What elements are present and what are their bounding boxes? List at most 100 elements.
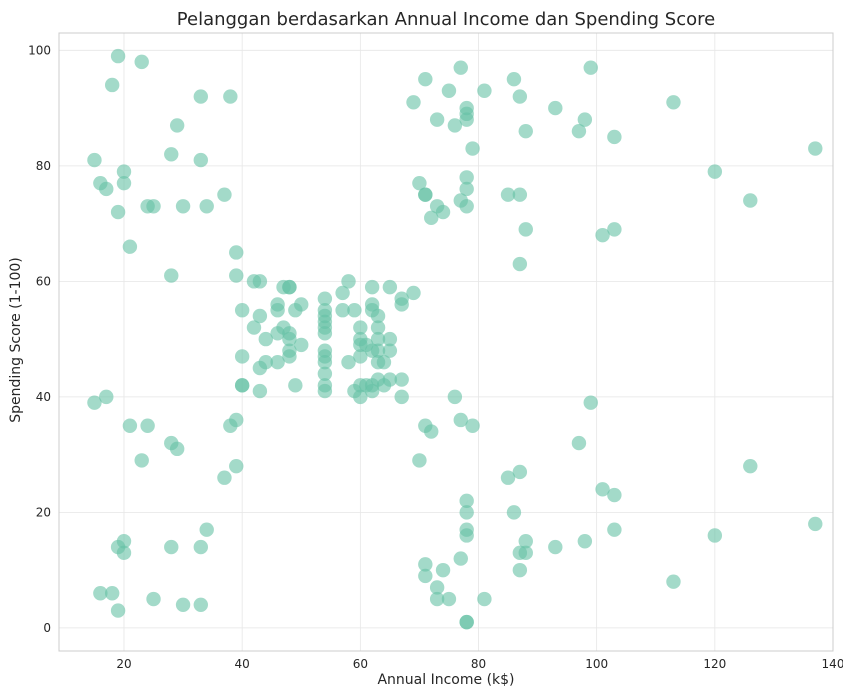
data-point — [146, 199, 161, 214]
data-point — [453, 60, 468, 75]
y-tick-label: 40 — [36, 390, 51, 404]
x-axis-label: Annual Income (k$) — [377, 672, 514, 688]
data-point — [234, 378, 250, 393]
data-point — [146, 591, 161, 607]
data-point — [282, 279, 297, 295]
data-point — [548, 539, 563, 555]
grid-lines — [59, 33, 834, 651]
data-point — [512, 187, 528, 202]
data-point — [583, 395, 598, 410]
x-tick-label: 120 — [703, 657, 726, 671]
data-point — [370, 320, 386, 335]
chart-title: Pelanggan berdasarkan Annual Income dan … — [177, 9, 715, 30]
data-point — [116, 545, 132, 561]
data-point — [317, 303, 333, 318]
data-point — [577, 112, 593, 127]
data-point — [317, 326, 333, 341]
data-point — [87, 152, 102, 168]
data-point — [583, 60, 598, 75]
data-point — [234, 349, 250, 364]
data-point — [116, 534, 132, 549]
data-point — [518, 222, 533, 237]
data-point — [104, 586, 120, 601]
data-point — [110, 204, 126, 220]
data-point — [353, 389, 368, 405]
data-point — [548, 100, 563, 116]
data-point — [193, 89, 209, 104]
y-tick-label: 60 — [36, 274, 51, 288]
data-point — [317, 383, 333, 399]
data-point — [459, 528, 474, 543]
data-point — [394, 372, 409, 387]
data-point — [99, 389, 114, 405]
data-point — [459, 505, 474, 520]
data-point — [353, 320, 368, 335]
data-point — [246, 320, 262, 335]
data-point — [607, 222, 622, 237]
data-point — [666, 95, 681, 110]
data-point — [500, 187, 516, 202]
data-point — [607, 129, 622, 145]
data-point — [459, 199, 474, 214]
data-point — [116, 164, 132, 179]
data-point — [571, 435, 587, 451]
data-point — [500, 470, 516, 485]
data-point — [169, 441, 185, 457]
data-point — [282, 331, 297, 347]
y-tick-label: 0 — [43, 621, 51, 635]
data-point — [382, 343, 398, 358]
data-point — [353, 349, 368, 364]
data-point — [270, 303, 285, 318]
data-point — [435, 204, 451, 220]
data-point — [335, 285, 350, 301]
data-point — [376, 355, 392, 370]
data-point — [317, 291, 333, 306]
data-point — [512, 256, 528, 272]
data-point — [193, 539, 209, 555]
data-point — [169, 118, 185, 133]
data-point — [412, 453, 427, 468]
data-point — [252, 308, 268, 324]
data-point — [429, 591, 445, 607]
data-point — [518, 534, 533, 549]
data-point — [140, 418, 155, 433]
x-tick-labels: 20 40 60 80 100 120 140 — [116, 657, 843, 671]
data-point — [441, 591, 457, 607]
data-point — [406, 95, 421, 110]
data-point — [808, 141, 823, 156]
data-point — [382, 279, 398, 295]
data-point — [394, 389, 409, 405]
data-point — [252, 274, 268, 289]
data-point — [164, 147, 179, 162]
data-point — [252, 383, 268, 399]
data-point — [707, 528, 723, 543]
data-point — [607, 487, 622, 503]
data-point — [412, 175, 427, 191]
data-point — [447, 118, 463, 133]
data-point — [364, 279, 380, 295]
y-tick-label: 80 — [36, 159, 51, 173]
data-point — [110, 603, 126, 618]
data-point — [229, 458, 244, 474]
data-point — [418, 187, 433, 202]
data-point — [512, 89, 528, 104]
data-point — [406, 285, 421, 301]
data-point — [193, 152, 209, 168]
data-point — [110, 48, 126, 64]
data-point — [364, 297, 380, 312]
data-point — [571, 123, 587, 139]
data-point — [87, 395, 102, 410]
data-point — [217, 187, 232, 202]
data-point — [164, 539, 179, 555]
data-point — [229, 412, 244, 428]
data-point — [175, 597, 191, 612]
data-point — [808, 516, 823, 532]
data-point — [418, 568, 433, 584]
data-point — [518, 123, 533, 139]
data-point — [506, 505, 522, 520]
data-point — [459, 493, 474, 509]
data-point — [459, 614, 474, 630]
data-point — [435, 562, 451, 578]
data-point — [317, 343, 333, 358]
